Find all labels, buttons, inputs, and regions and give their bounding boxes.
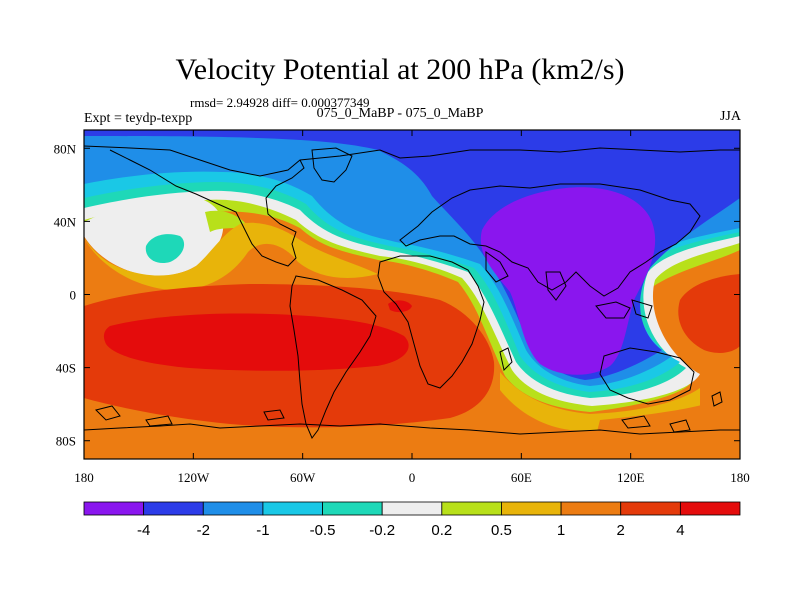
season-label: JJA	[719, 109, 741, 124]
x-tick-label: 0	[409, 470, 416, 485]
field-eddy-white	[84, 197, 224, 277]
colorbar-swatch	[143, 501, 204, 516]
colorbar-label: -4	[137, 522, 150, 539]
colorbar-swatch	[441, 501, 502, 516]
velocity-potential-field	[84, 130, 740, 459]
colorbar-swatch	[322, 501, 383, 516]
field-eddy-teal	[145, 234, 185, 264]
colorbar: -4 -2 -1 -0.5 -0.2 0.2 0.5 1 2 4	[83, 501, 741, 539]
experiment-label: Expt = teydp-texpp	[84, 111, 193, 126]
x-tick-label: 180	[74, 470, 94, 485]
colorbar-label: 0.5	[491, 522, 512, 539]
colorbar-label: 1	[557, 522, 565, 539]
x-tick-label: 120W	[177, 470, 210, 485]
runs-label: 075_0_MaBP - 075_0_MaBP	[316, 106, 484, 121]
colorbar-swatch	[262, 501, 323, 516]
x-tick-label: 60E	[511, 470, 532, 485]
colorbar-swatch	[83, 501, 145, 516]
field-east-pacific-red	[678, 274, 740, 353]
x-tick-label: 60W	[290, 470, 316, 485]
field-eddy-yellow	[84, 222, 378, 291]
colorbar-label: -2	[197, 522, 210, 539]
x-tick-label: 120E	[617, 470, 645, 485]
colorbar-swatch	[620, 501, 681, 516]
field-core-purple	[480, 187, 656, 375]
y-tick-label: 80N	[54, 141, 77, 156]
colorbar-swatch	[501, 501, 562, 516]
colorbar-swatch	[202, 501, 264, 516]
y-tick-label: 80S	[56, 434, 76, 449]
colorbar-label: 4	[676, 522, 684, 539]
y-tick-label: 0	[70, 288, 77, 303]
y-tick-label: 40S	[56, 361, 76, 376]
coastlines	[84, 145, 740, 439]
y-tick-label: 40N	[54, 214, 77, 229]
stats-text: rmsd= 2.94928 diff= 0.000377349	[190, 95, 370, 110]
axis-ticks: 180 120W 60W 0 60E 120E 180 80N 40N 0 40S 80S	[54, 130, 750, 485]
colorbar-label: -1	[256, 522, 269, 539]
colorbar-label: 0.2	[431, 522, 452, 539]
x-tick-label: 180	[730, 470, 750, 485]
field-convergence-small-red	[388, 300, 412, 313]
colorbar-swatch	[381, 501, 443, 516]
colorbar-swatch	[679, 501, 741, 516]
colorbar-swatch	[560, 501, 622, 516]
field-convergence-red	[103, 313, 409, 371]
colorbar-label: -0.5	[310, 522, 336, 539]
colorbar-label: -0.2	[369, 522, 395, 539]
colorbar-label: 2	[617, 522, 625, 539]
field-antarctic-orange	[590, 398, 740, 459]
chart-title: Velocity Potential at 200 hPa (km2/s)	[175, 53, 625, 86]
